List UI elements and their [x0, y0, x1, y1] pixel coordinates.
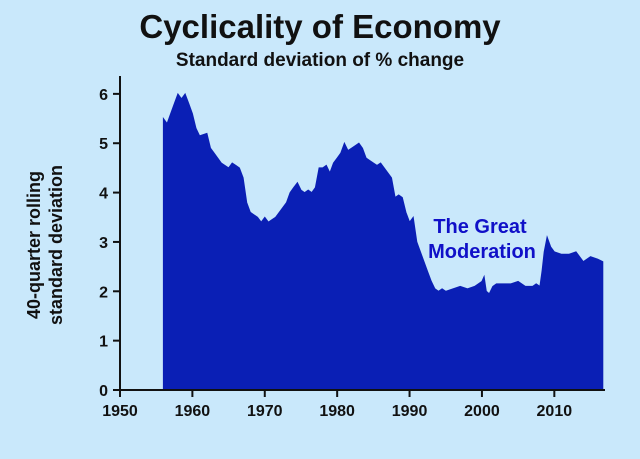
y-tick-label: 4 [99, 186, 108, 203]
y-axis-label-line1: 40-quarter rolling [24, 171, 44, 319]
chart-subtitle: Standard deviation of % change [176, 50, 464, 71]
axes: 0 1 2 3 4 5 6 1950 1960 1970 1980 1990 2000 2010 [99, 76, 605, 420]
y-tick-label: 5 [99, 136, 108, 153]
x-tick-label: 2010 [537, 403, 573, 420]
x-tick-label: 1990 [392, 403, 428, 420]
y-axis-label-line2: standard deviation [46, 165, 66, 325]
y-tick-label: 2 [99, 284, 108, 301]
x-tick-label: 1980 [319, 403, 355, 420]
chart-title: Cyclicality of Economy [139, 8, 501, 45]
plot-area [162, 92, 604, 391]
y-tick-label: 6 [99, 87, 108, 104]
y-tick-label: 0 [99, 383, 108, 400]
x-tick-label: 1960 [175, 403, 211, 420]
y-tick-label: 3 [99, 235, 108, 252]
x-tick-label: 1970 [247, 403, 283, 420]
x-tick-label: 2000 [464, 403, 500, 420]
y-tick-label: 1 [99, 334, 108, 351]
annotation-line2: Moderation [428, 241, 536, 263]
annotation-line1: The Great [433, 216, 527, 238]
x-tick-label: 1950 [102, 403, 138, 420]
area-series-0 [162, 92, 604, 391]
